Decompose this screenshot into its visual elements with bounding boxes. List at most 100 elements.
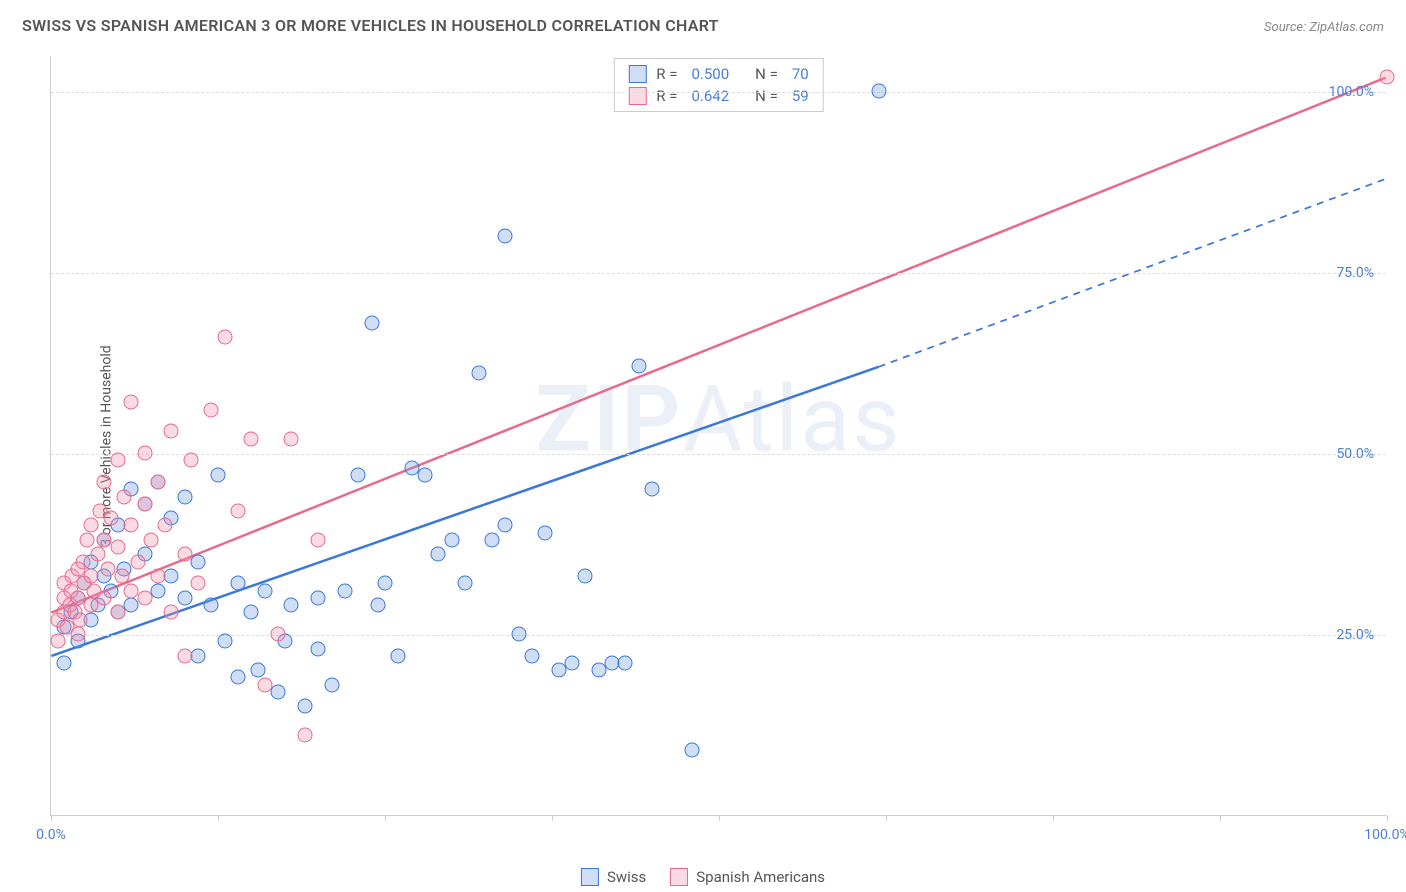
scatter-point [110, 540, 125, 555]
stats-box: R = 0.500 N = 70R = 0.642 N = 59 [613, 58, 823, 112]
x-tick [385, 815, 386, 821]
scatter-point [1380, 69, 1395, 84]
scatter-point [351, 467, 366, 482]
scatter-point [217, 330, 232, 345]
scatter-point [177, 590, 192, 605]
trend-line [51, 78, 1385, 613]
gridline [51, 454, 1386, 455]
x-tick [1387, 815, 1388, 821]
gridline [51, 273, 1386, 274]
scatter-point [364, 315, 379, 330]
scatter-point [144, 532, 159, 547]
stats-r-value: 0.642 [691, 87, 729, 105]
x-tick-label: 0.0% [36, 827, 66, 843]
scatter-point [324, 677, 339, 692]
scatter-point [117, 489, 132, 504]
legend-swatch [670, 868, 688, 886]
legend-swatch [628, 87, 646, 105]
scatter-point [444, 532, 459, 547]
scatter-point [645, 482, 660, 497]
scatter-point [471, 366, 486, 381]
stats-n-value: 59 [792, 87, 809, 105]
scatter-point [565, 656, 580, 671]
x-tick [1220, 815, 1221, 821]
scatter-point [84, 518, 99, 533]
scatter-point [150, 583, 165, 598]
x-tick [719, 815, 720, 821]
y-tick-label: 50.0% [1336, 446, 1374, 462]
scatter-point [137, 496, 152, 511]
scatter-point [177, 648, 192, 663]
legend-swatch [628, 65, 646, 83]
stats-row: R = 0.500 N = 70 [614, 63, 822, 85]
scatter-point [57, 656, 72, 671]
scatter-point [511, 627, 526, 642]
scatter-point [124, 518, 139, 533]
scatter-point [104, 511, 119, 526]
scatter-point [458, 576, 473, 591]
chart-title: SWISS VS SPANISH AMERICAN 3 OR MORE VEHI… [22, 16, 719, 35]
legend-item: Spanish Americans [670, 868, 825, 886]
scatter-point [311, 641, 326, 656]
bottom-legend: Swiss Spanish Americans [581, 868, 825, 886]
scatter-point [184, 453, 199, 468]
y-tick-label: 100.0% [1329, 84, 1374, 100]
scatter-point [84, 569, 99, 584]
scatter-point [251, 663, 266, 678]
scatter-point [618, 656, 633, 671]
legend-label: Swiss [607, 868, 646, 886]
scatter-point [538, 525, 553, 540]
gridline [51, 635, 1386, 636]
scatter-point [685, 742, 700, 757]
scatter-point [271, 627, 286, 642]
stats-n-label: N = [755, 87, 778, 105]
plot-area: ZIPAtlas R =0.500N =70R =0.642N =59 25.0… [50, 56, 1386, 816]
scatter-point [498, 228, 513, 243]
scatter-point [76, 554, 91, 569]
scatter-point [297, 699, 312, 714]
scatter-point [418, 467, 433, 482]
x-tick [218, 815, 219, 821]
scatter-point [244, 431, 259, 446]
gridline [51, 92, 1386, 93]
scatter-point [371, 598, 386, 613]
scatter-point [257, 677, 272, 692]
scatter-point [284, 431, 299, 446]
scatter-point [204, 598, 219, 613]
stats-n-label: N = [755, 65, 778, 83]
scatter-point [177, 547, 192, 562]
scatter-point [137, 590, 152, 605]
scatter-point [130, 554, 145, 569]
scatter-point [164, 424, 179, 439]
scatter-point [150, 569, 165, 584]
scatter-point [391, 648, 406, 663]
scatter-point [124, 395, 139, 410]
stats-r-label: R = [656, 65, 677, 83]
stats-r-value: 0.500 [691, 65, 729, 83]
legend-swatch [581, 868, 599, 886]
legend-item: Swiss [581, 868, 646, 886]
scatter-point [150, 475, 165, 490]
scatter-point [337, 583, 352, 598]
scatter-point [257, 583, 272, 598]
scatter-point [311, 532, 326, 547]
scatter-point [190, 554, 205, 569]
scatter-point [70, 627, 85, 642]
scatter-point [284, 598, 299, 613]
scatter-point [114, 569, 129, 584]
scatter-point [431, 547, 446, 562]
scatter-point [378, 576, 393, 591]
scatter-point [190, 576, 205, 591]
scatter-point [297, 728, 312, 743]
scatter-point [97, 590, 112, 605]
scatter-point [73, 612, 88, 627]
scatter-point [484, 532, 499, 547]
stats-n-value: 70 [792, 65, 809, 83]
scatter-point [211, 467, 226, 482]
scatter-point [271, 684, 286, 699]
scatter-point [110, 605, 125, 620]
scatter-point [110, 453, 125, 468]
x-tick [552, 815, 553, 821]
scatter-point [244, 605, 259, 620]
watermark: ZIPAtlas [535, 367, 901, 474]
